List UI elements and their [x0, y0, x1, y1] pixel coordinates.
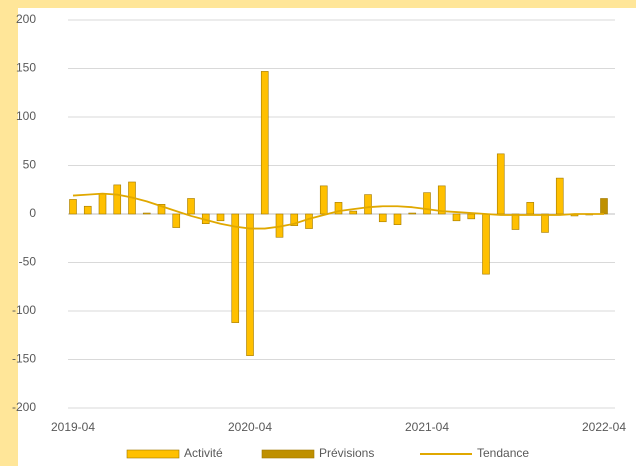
- bar: [142, 212, 151, 215]
- x-tick-label: 2019-04: [51, 420, 95, 434]
- bar: [260, 71, 269, 215]
- bar: [290, 213, 299, 226]
- bar: [467, 213, 476, 220]
- bar: [408, 212, 417, 215]
- legend-label: Tendance: [477, 446, 529, 460]
- y-tick-label: 150: [16, 61, 36, 75]
- bar: [157, 204, 166, 215]
- bar: [83, 205, 92, 215]
- bar: [423, 192, 431, 215]
- bar: [231, 213, 240, 323]
- y-tick-label: -200: [12, 400, 36, 414]
- x-tick-label: 2020-04: [228, 420, 272, 434]
- bar: [98, 193, 107, 215]
- y-tick-label: 100: [16, 109, 36, 123]
- bar: [305, 213, 313, 229]
- x-tick-label: 2022-04: [582, 420, 626, 434]
- bar: [113, 184, 122, 215]
- bar: [437, 185, 446, 215]
- bar: [393, 213, 402, 225]
- y-tick-label: -100: [12, 303, 36, 317]
- bar: [482, 213, 490, 275]
- bar: [69, 199, 77, 215]
- bar: [172, 213, 181, 228]
- bar: [319, 185, 328, 215]
- bar: [216, 213, 225, 222]
- bar: [452, 213, 461, 222]
- legend-swatch: [126, 449, 180, 459]
- bar: [511, 213, 520, 230]
- y-tick-label: -50: [19, 255, 37, 269]
- legend-label: Activité: [184, 446, 223, 460]
- bar: [187, 198, 195, 215]
- trend-line: [72, 192, 604, 230]
- bar: [496, 153, 505, 215]
- chart-area: [18, 8, 636, 466]
- legend-label: Prévisions: [319, 446, 374, 460]
- bar: [541, 213, 549, 233]
- x-tick-label: 2021-04: [405, 420, 449, 434]
- y-tick-label: 200: [16, 12, 36, 26]
- bar: [334, 202, 343, 215]
- bar: [600, 198, 608, 215]
- bar: [526, 202, 535, 215]
- bar: [246, 213, 254, 356]
- legend-swatch: [261, 449, 315, 459]
- bar: [555, 177, 564, 215]
- bar: [378, 213, 387, 223]
- y-tick-label: 0: [29, 206, 36, 220]
- bar: [349, 210, 358, 215]
- y-tick-label: 50: [23, 158, 37, 172]
- bar: [364, 194, 372, 215]
- y-tick-label: -150: [12, 352, 36, 366]
